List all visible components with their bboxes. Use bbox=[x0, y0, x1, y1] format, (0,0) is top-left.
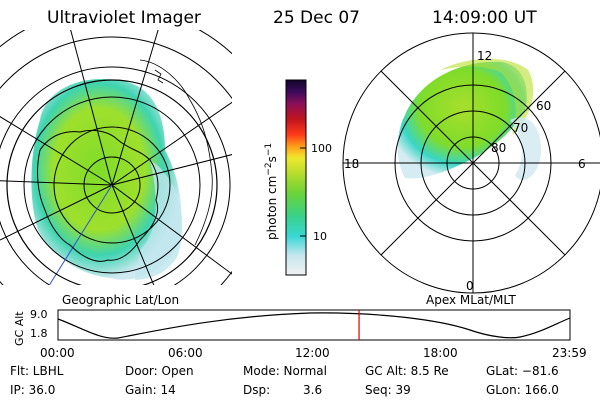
status-mode: Mode: Normal bbox=[243, 364, 327, 378]
svg-text:photon cm−2s−1: photon cm−2s−1 bbox=[264, 143, 279, 240]
geographic-caption: Geographic Lat/Lon bbox=[62, 293, 179, 307]
mlt-12: 12 bbox=[477, 49, 492, 63]
status-seq: Seq: 39 bbox=[365, 383, 411, 397]
mlat-80: 80 bbox=[491, 141, 506, 155]
colorbar bbox=[285, 79, 307, 276]
mlt-0: 0 bbox=[466, 279, 474, 293]
status-dsp-value: 3.6 bbox=[303, 383, 323, 397]
alt-ylabel: GC Alt bbox=[13, 311, 26, 346]
alt-xtick-0000: 00:00 bbox=[40, 346, 75, 360]
status-glon: GLon: 166.0 bbox=[486, 383, 559, 397]
colorbar-title-exp1: −2 bbox=[264, 162, 274, 175]
mlat-60: 60 bbox=[536, 99, 551, 113]
colorbar-title-mid: s bbox=[265, 156, 279, 162]
colorbar-tick-10: 10 bbox=[313, 230, 327, 243]
status-door: Door: Open bbox=[125, 364, 194, 378]
colorbar-title-main: photon cm bbox=[265, 176, 279, 240]
alt-xtick-1200: 12:00 bbox=[295, 346, 330, 360]
mlt-6: 6 bbox=[578, 157, 586, 171]
status-gc-alt: GC Alt: 8.5 Re bbox=[365, 364, 449, 378]
altitude-curve bbox=[57, 312, 571, 339]
time-label: 14:09:00 UT bbox=[432, 8, 537, 28]
instrument-title: Ultraviolet Imager bbox=[47, 8, 201, 28]
mlat-mlt-map bbox=[397, 58, 541, 180]
aurora-oval-mlt bbox=[397, 61, 527, 179]
colorbar-title-exp2: −1 bbox=[264, 143, 274, 156]
geographic-map bbox=[0, 30, 232, 285]
alt-tick-top: 9.0 bbox=[30, 308, 48, 321]
aurora-oval-geographic bbox=[31, 79, 182, 280]
altitude-plot-frame bbox=[57, 309, 571, 341]
date-label: 25 Dec 07 bbox=[273, 8, 360, 28]
alt-xtick-1800: 18:00 bbox=[423, 346, 458, 360]
alt-tick-bottom: 1.8 bbox=[30, 327, 48, 340]
mlt-18: 18 bbox=[344, 157, 359, 171]
status-dsp-label: Dsp: bbox=[243, 383, 271, 397]
alt-xtick-0600: 06:00 bbox=[168, 346, 203, 360]
status-glat: GLat: −81.6 bbox=[486, 364, 559, 378]
status-ip: IP: 36.0 bbox=[10, 383, 56, 397]
colorbar-tick-100: 100 bbox=[311, 142, 332, 155]
colorbar-title: photon cm−2s−1 bbox=[264, 143, 279, 240]
status-gain: Gain: 14 bbox=[125, 383, 176, 397]
alt-xtick-2359: 23:59 bbox=[552, 346, 587, 360]
status-filter: Flt: LBHL bbox=[10, 364, 64, 378]
mlat-70: 70 bbox=[513, 121, 528, 135]
mlat-mlt-caption: Apex MLat/MLT bbox=[426, 293, 516, 307]
